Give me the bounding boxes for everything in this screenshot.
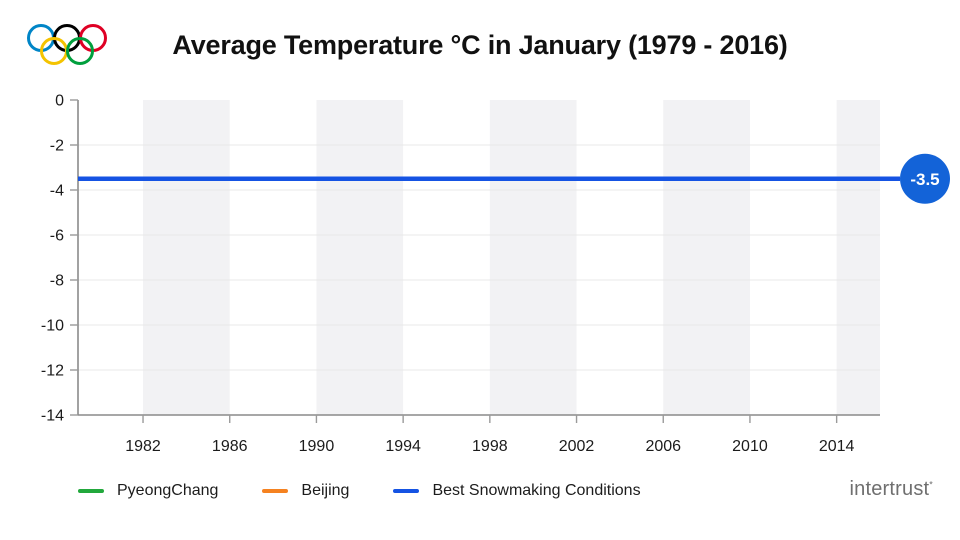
y-tick-label: -6: [50, 228, 64, 245]
intertrust-logo-text: intertrust: [849, 478, 930, 500]
legend-item-best-snowmaking[interactable]: Best Snowmaking Conditions: [393, 482, 641, 500]
x-tick-label: 2006: [645, 438, 681, 455]
chart-title: Average Temperature °C in January (1979 …: [172, 30, 788, 60]
ring-green: [66, 37, 94, 65]
pyeongchang-line-swatch: [78, 489, 104, 493]
plot-band: [489, 100, 577, 415]
legend-label: PyeongChang: [117, 482, 219, 499]
snowmaking-line-swatch: [393, 489, 420, 493]
plot-band: [836, 100, 880, 415]
legend-item-pyeongchang[interactable]: PyeongChang: [78, 482, 218, 500]
beijing-line-swatch: [262, 489, 289, 493]
value-marker: [900, 153, 950, 204]
x-tick-label: 2014: [819, 438, 855, 455]
y-tick-label: -14: [41, 408, 64, 425]
x-tick-label: 1982: [125, 438, 161, 455]
y-tick-label: -4: [50, 183, 64, 200]
plot-band: [663, 100, 750, 415]
chart-plot-area: 0 -2 -4 -6 -8 -10 -12 -14 1982 1986 1990 1994 1998 20…: [41, 93, 950, 455]
olympic-rings-icon: [27, 24, 107, 65]
plot-band: [316, 100, 404, 415]
legend-label: Beijing: [301, 482, 350, 499]
x-tick-label: 1998: [472, 438, 508, 455]
y-tick-label: -10: [41, 318, 64, 335]
intertrust-logo-mark: *: [929, 479, 933, 490]
legend-label: Best Snowmaking Conditions: [432, 482, 641, 499]
legend-item-beijing[interactable]: Beijing: [262, 482, 349, 500]
x-tick-label: 2010: [732, 438, 768, 455]
y-tick-label: -2: [50, 138, 64, 155]
plot-band: [143, 100, 230, 415]
value-marker-label: -3.5: [910, 170, 939, 189]
intertrust-logo: intertrust*: [849, 478, 933, 501]
x-tick-label: 1994: [385, 438, 421, 455]
y-tick-label: 0: [55, 93, 64, 110]
chart-legend: PyeongChang Beijing Best Snowmaking Cond…: [78, 482, 641, 500]
x-tick-label: 2002: [559, 438, 595, 455]
y-tick-label: -12: [41, 363, 64, 380]
y-tick-label: -8: [50, 273, 64, 290]
x-tick-label: 1990: [299, 438, 335, 455]
x-tick-label: 1986: [212, 438, 248, 455]
